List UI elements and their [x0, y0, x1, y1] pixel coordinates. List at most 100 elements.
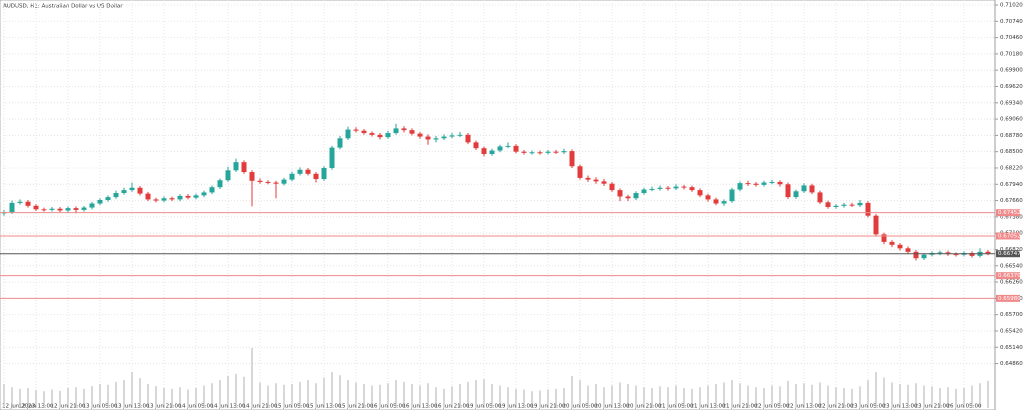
- candle: [609, 181, 615, 192]
- candle-body: [41, 209, 47, 211]
- candle-body: [505, 145, 511, 147]
- candle-body: [561, 151, 567, 153]
- price-level-tag: [996, 294, 1020, 302]
- candle-body: [393, 128, 399, 134]
- candle: [801, 183, 807, 194]
- candle-body: [785, 184, 791, 198]
- y-tick-label: 0.66820: [1000, 247, 1023, 253]
- volume-bar: [379, 384, 381, 408]
- y-tick-label: 0.65420: [1000, 328, 1023, 334]
- candle: [681, 184, 687, 190]
- candle-body: [401, 128, 407, 131]
- volume-bar: [251, 348, 253, 408]
- volume-bar: [595, 384, 597, 408]
- candle-body: [153, 199, 159, 201]
- candle: [553, 149, 559, 155]
- candle-body: [521, 151, 527, 153]
- candle-body: [105, 197, 111, 200]
- volume-bar: [843, 388, 845, 408]
- candle: [337, 135, 343, 150]
- candle-body: [145, 193, 151, 200]
- candle-body: [97, 199, 103, 204]
- candle: [281, 177, 287, 186]
- volume-bar: [507, 387, 509, 408]
- candle: [577, 164, 583, 180]
- y-tick-label: 0.70740: [1000, 19, 1023, 25]
- candle-body: [905, 248, 911, 252]
- volume-bar: [587, 385, 589, 408]
- price-level-tag: [996, 209, 1020, 217]
- volume-bar: [163, 388, 165, 408]
- y-tick-label: 0.69620: [1000, 84, 1023, 90]
- volume-bar: [787, 380, 789, 408]
- candle-body: [497, 146, 503, 151]
- candle-body: [809, 185, 815, 193]
- candle: [425, 134, 431, 145]
- candle: [825, 200, 831, 209]
- volume-bar: [179, 387, 181, 408]
- price-level-tag: [996, 250, 1020, 258]
- volume-bar: [315, 383, 317, 408]
- volume-bar: [851, 388, 853, 408]
- candle: [129, 182, 135, 192]
- candle-body: [889, 241, 895, 245]
- volume-bar: [619, 382, 621, 408]
- candle-body: [161, 198, 167, 201]
- volume-bar: [467, 382, 469, 408]
- volume-bar: [275, 383, 277, 408]
- candle-body: [297, 169, 303, 174]
- x-tick-label: 12 Jun 2023: [2, 404, 36, 410]
- candle: [729, 187, 735, 203]
- candle-body: [113, 193, 119, 198]
- volume-bar: [971, 385, 973, 408]
- candle-body: [593, 179, 599, 182]
- candle-body: [249, 172, 255, 181]
- candle-body: [65, 208, 71, 211]
- candle: [329, 145, 335, 170]
- candle-body: [417, 133, 423, 137]
- candle-body: [633, 193, 639, 199]
- candle-body: [49, 208, 55, 210]
- volume-bar: [875, 372, 877, 408]
- candle: [209, 185, 215, 195]
- candle-body: [609, 183, 615, 191]
- volume-bar: [779, 386, 781, 408]
- price-level-label: 0.67052: [998, 233, 1021, 239]
- volume-bar: [491, 384, 493, 408]
- volume-bar: [115, 382, 117, 408]
- candle-body: [473, 142, 479, 149]
- chart-title: AUDUSD, H1: Australian Dollar vs US Doll…: [3, 4, 123, 10]
- candle: [985, 250, 991, 256]
- candle: [857, 199, 863, 207]
- candle-body: [793, 191, 799, 198]
- volume-bar: [827, 385, 829, 408]
- candle-body: [177, 195, 183, 200]
- candle-body: [865, 202, 871, 216]
- volume-bar: [35, 390, 37, 408]
- volume-bar: [43, 391, 45, 408]
- candle-body: [409, 130, 415, 134]
- candle-body: [225, 170, 231, 181]
- candle-body: [345, 129, 351, 139]
- volume-bar: [523, 389, 525, 408]
- candle-body: [17, 201, 23, 203]
- volume-bar: [499, 385, 501, 408]
- volume-bar: [707, 385, 709, 408]
- volume-bar: [83, 388, 85, 408]
- volume-bar: [51, 389, 53, 408]
- candle-body: [665, 187, 671, 189]
- volume-bar: [883, 377, 885, 408]
- candle: [361, 128, 367, 135]
- y-tick-label: 0.67660: [1000, 198, 1023, 204]
- volume-bar: [739, 383, 741, 408]
- candle-body: [321, 167, 327, 180]
- candle-body: [729, 189, 735, 202]
- candle-body: [617, 190, 623, 197]
- candle-body: [969, 252, 975, 256]
- candle-body: [585, 177, 591, 180]
- volume-bar: [931, 386, 933, 408]
- candle: [169, 196, 175, 202]
- price-level-label: 0.66747: [998, 251, 1021, 257]
- volume-bar: [107, 384, 109, 408]
- candle: [449, 133, 455, 139]
